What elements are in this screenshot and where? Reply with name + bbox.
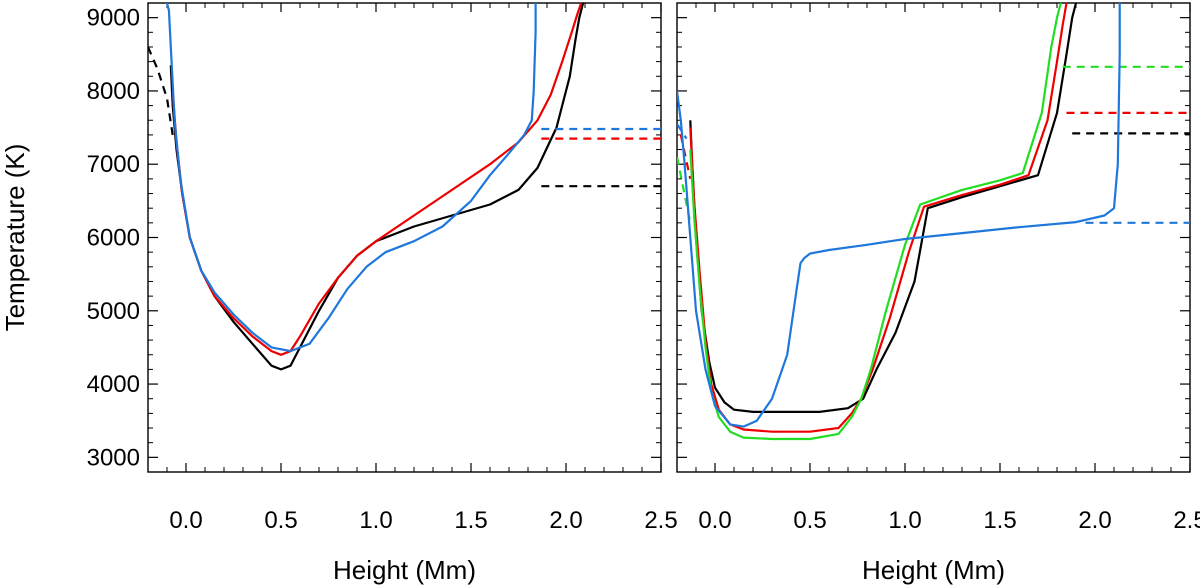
x-tick-label: 0.0 — [698, 507, 731, 534]
plot-frame — [676, 2, 1191, 473]
y-tick-label: 9000 — [87, 5, 140, 32]
x-tick-label: 1.0 — [888, 507, 921, 534]
x-tick-label: 0.5 — [264, 507, 297, 534]
y-tick-label: 3000 — [87, 444, 140, 471]
x-axis-title: Height (Mm) — [333, 555, 476, 585]
plot-frame — [147, 2, 662, 473]
y-tick-label: 5000 — [87, 298, 140, 325]
series-group — [677, 3, 1190, 441]
x-tick-label: 0.5 — [793, 507, 826, 534]
series-line-right-0 — [689, 3, 1078, 413]
x-tick-label: 1.5 — [454, 507, 487, 534]
panel-left: 0.0 0.5 1.0 1.5 2.0 2.5 3000 4000 5000 6000 7000 80… — [0, 2, 678, 585]
x-tick-label: 2.5 — [1173, 507, 1200, 534]
y-tick-label: 8000 — [87, 78, 140, 105]
panel-right: 0.0 0.5 1.0 1.5 2.0 2.5 Height (Mm) — [676, 2, 1200, 585]
series-line-right-8 — [677, 3, 1121, 428]
x-tick-label: 2.5 — [644, 507, 677, 534]
x-tick-label: 2.0 — [549, 507, 582, 534]
x-tick-label: 2.0 — [1078, 507, 1111, 534]
x-axis-title: Height (Mm) — [862, 555, 1005, 585]
y-tick-label: 7000 — [87, 151, 140, 178]
series-group — [148, 3, 661, 371]
y-tick-label: 6000 — [87, 225, 140, 252]
series-line-left-5 — [165, 3, 537, 353]
series-line-right-9 — [677, 123, 688, 140]
y-axis-title: Temperature (K) — [0, 144, 30, 332]
x-tick-label: 0.0 — [169, 507, 202, 534]
x-tick-label: 1.5 — [983, 507, 1016, 534]
series-line-left-1 — [148, 46, 174, 136]
series-line-left-3 — [171, 3, 583, 356]
x-tick-label: 1.0 — [359, 507, 392, 534]
y-tick-label: 4000 — [87, 371, 140, 398]
